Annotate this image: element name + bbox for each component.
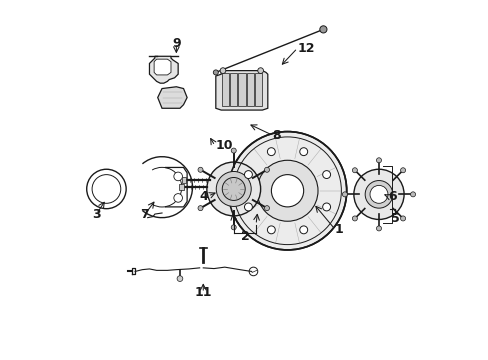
Circle shape	[365, 180, 392, 208]
Circle shape	[174, 194, 182, 202]
Circle shape	[264, 206, 269, 211]
Circle shape	[213, 70, 218, 75]
Circle shape	[376, 158, 381, 163]
Circle shape	[299, 226, 307, 234]
Circle shape	[198, 206, 203, 211]
Circle shape	[271, 175, 303, 207]
Circle shape	[352, 168, 357, 173]
Circle shape	[177, 276, 183, 282]
Circle shape	[257, 160, 317, 221]
Circle shape	[220, 68, 225, 73]
Circle shape	[342, 192, 346, 197]
Circle shape	[257, 68, 263, 73]
Bar	[230, 73, 237, 107]
Bar	[246, 73, 253, 107]
Circle shape	[267, 226, 275, 234]
Circle shape	[400, 216, 405, 221]
Circle shape	[322, 171, 330, 179]
Circle shape	[376, 226, 381, 231]
Polygon shape	[149, 56, 178, 83]
Polygon shape	[158, 87, 187, 108]
Text: 5: 5	[390, 212, 399, 225]
Text: 4: 4	[199, 190, 207, 203]
Polygon shape	[215, 71, 267, 110]
Circle shape	[352, 216, 357, 221]
Text: 10: 10	[215, 139, 232, 152]
Text: 3: 3	[92, 208, 101, 221]
Circle shape	[231, 225, 236, 230]
Bar	[238, 73, 245, 107]
Text: 2: 2	[241, 230, 249, 243]
Text: 9: 9	[172, 36, 180, 50]
Circle shape	[222, 177, 244, 201]
Polygon shape	[154, 59, 171, 75]
Circle shape	[216, 171, 251, 206]
Circle shape	[322, 203, 330, 211]
Circle shape	[244, 203, 252, 211]
Circle shape	[244, 171, 252, 179]
Bar	[179, 184, 183, 190]
Circle shape	[231, 148, 236, 153]
Circle shape	[174, 172, 182, 181]
Circle shape	[410, 192, 415, 197]
Circle shape	[198, 167, 203, 172]
Circle shape	[353, 169, 403, 220]
Text: 11: 11	[194, 287, 212, 300]
Circle shape	[299, 148, 307, 156]
Circle shape	[400, 168, 405, 173]
Bar	[222, 73, 228, 107]
Circle shape	[369, 185, 387, 203]
Circle shape	[264, 167, 269, 172]
Text: 1: 1	[334, 222, 343, 236]
Bar	[182, 177, 186, 183]
Circle shape	[206, 162, 260, 216]
Text: 7: 7	[140, 208, 149, 221]
Circle shape	[319, 26, 326, 33]
Bar	[254, 73, 262, 107]
Circle shape	[228, 132, 346, 250]
Text: 8: 8	[272, 129, 281, 142]
Text: 12: 12	[297, 41, 314, 54]
Text: 6: 6	[387, 190, 396, 203]
Circle shape	[267, 148, 275, 156]
